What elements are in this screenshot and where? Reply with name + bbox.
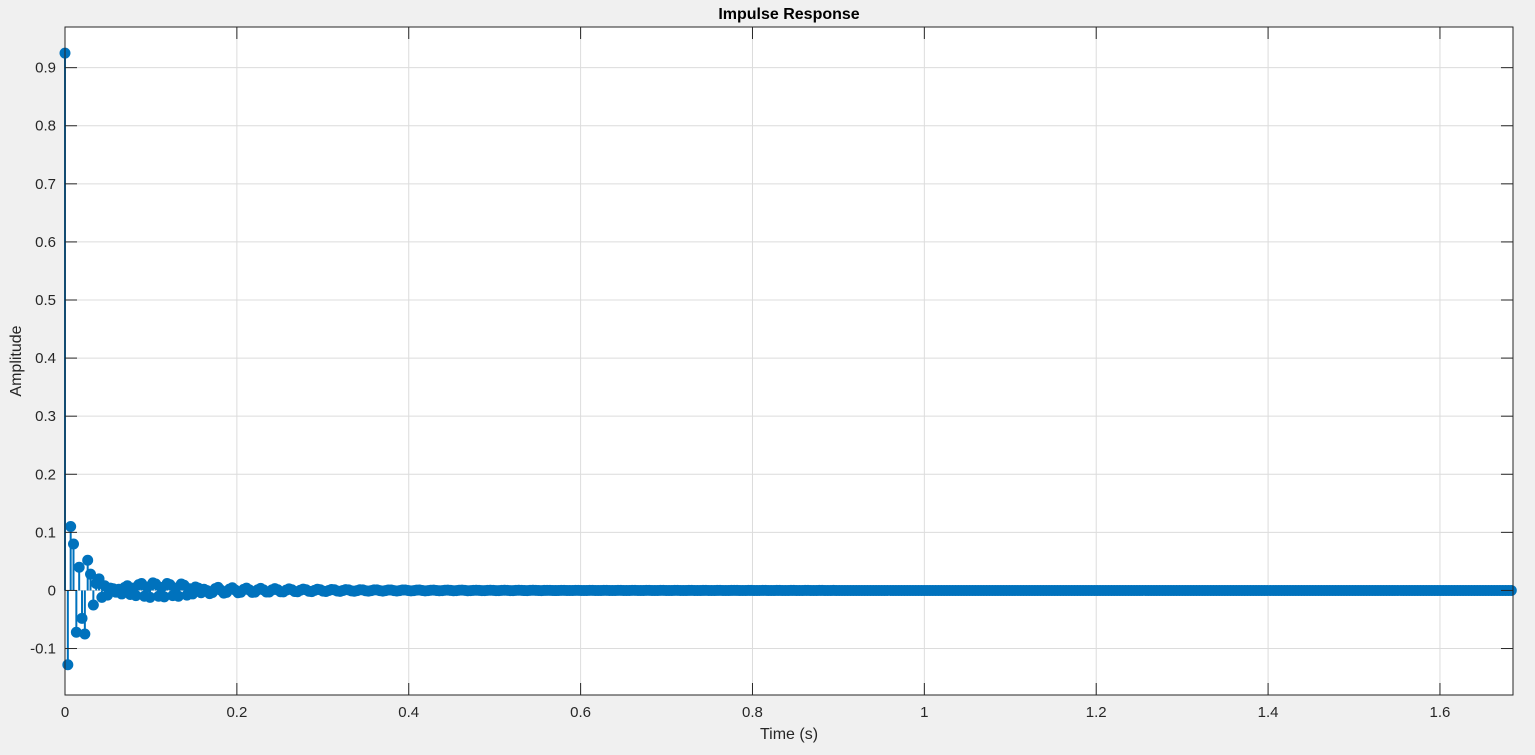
x-tick-label: 0.4 bbox=[398, 704, 419, 721]
x-tick-labels: 0 0.2 0.4 0.6 0.8 1 1.2 1.4 1.6 bbox=[61, 704, 1451, 721]
axes-box bbox=[64, 26, 1514, 696]
x-axis-label: Time (s) bbox=[760, 726, 818, 743]
axes-background bbox=[65, 27, 1513, 695]
y-tick-label: 0.4 bbox=[35, 350, 56, 367]
stem-marker bbox=[65, 521, 77, 533]
y-tick-labels: -0.1 0 0.1 0.2 0.3 0.4 0.5 0.6 0.7 0.8 0.9 bbox=[30, 60, 56, 658]
stem-series bbox=[59, 47, 1517, 671]
y-tick-label: 0.8 bbox=[35, 118, 56, 135]
x-tick-label: 0.2 bbox=[226, 704, 247, 721]
y-tick-label: 0.7 bbox=[35, 176, 56, 193]
stem-marker bbox=[82, 554, 94, 566]
y-tick-label: 0.3 bbox=[35, 408, 56, 425]
chart-title: Impulse Response bbox=[718, 6, 859, 23]
x-tick-label: 1.2 bbox=[1086, 704, 1107, 721]
stem-marker bbox=[68, 538, 80, 550]
y-tick-label: 0.2 bbox=[35, 466, 56, 483]
x-tick-label: 0.8 bbox=[742, 704, 763, 721]
y-tick-label: 0.9 bbox=[35, 60, 56, 77]
stem-marker bbox=[62, 659, 74, 671]
stem-marker bbox=[87, 599, 99, 611]
y-axis-label: Amplitude bbox=[8, 325, 25, 396]
stem-marker bbox=[85, 568, 97, 580]
stem-marker bbox=[73, 561, 85, 573]
x-tick-label: 0 bbox=[61, 704, 69, 721]
tick-marks bbox=[64, 27, 1513, 695]
y-tick-label: 0.6 bbox=[35, 234, 56, 251]
y-tick-label: 0.1 bbox=[35, 524, 56, 541]
x-tick-label: 0.6 bbox=[570, 704, 591, 721]
y-tick-label: 0.5 bbox=[35, 292, 56, 309]
y-tick-label: 0 bbox=[48, 582, 56, 599]
x-tick-label: 1 bbox=[920, 704, 928, 721]
x-tick-label: 1.6 bbox=[1430, 704, 1451, 721]
x-tick-label: 1.4 bbox=[1258, 704, 1279, 721]
stem-marker bbox=[79, 628, 91, 640]
y-tick-label: -0.1 bbox=[30, 641, 56, 658]
